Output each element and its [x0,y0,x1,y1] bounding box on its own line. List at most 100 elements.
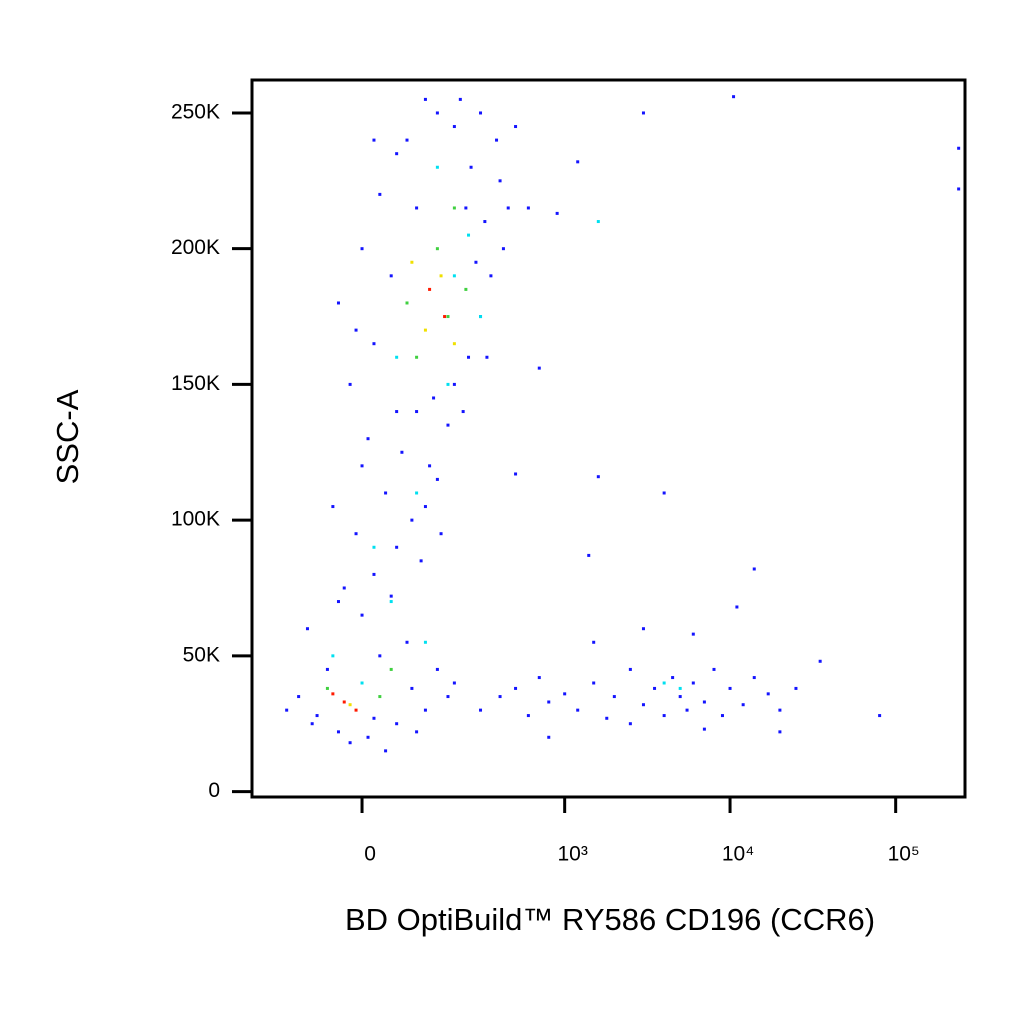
point [752,567,756,571]
point [360,464,364,468]
point [653,686,657,690]
point [372,138,376,142]
point [415,491,419,495]
point [479,315,483,319]
point [423,640,427,644]
point [514,472,518,476]
point [662,681,666,685]
point [735,605,739,609]
x-tick-label: 0 [364,843,376,866]
point [446,315,450,319]
point [732,95,736,99]
point [405,301,409,305]
point [395,152,399,156]
point [366,735,370,739]
point [555,211,559,215]
point [395,355,399,359]
point [878,714,882,718]
point [641,703,645,707]
point [514,125,518,129]
point [395,722,399,726]
point [378,192,382,196]
point [818,659,822,663]
point [315,714,319,718]
point [378,654,382,658]
point [389,667,393,671]
point [720,714,724,718]
point [360,247,364,251]
y-tick-label: 50K [183,643,220,666]
point [310,722,314,726]
point [372,545,376,549]
point [662,714,666,718]
point [354,708,358,712]
point [395,410,399,414]
point [526,206,530,210]
point [423,505,427,509]
point [285,708,289,712]
point [331,692,335,696]
x-tick-label: 10⁵ [888,843,920,866]
point [435,477,439,481]
point [342,700,346,704]
point [405,640,409,644]
point [297,695,301,699]
point [957,187,961,191]
point [778,730,782,734]
point [405,138,409,142]
point [766,692,770,696]
point [691,632,695,636]
point [415,206,419,210]
point [360,613,364,617]
point [354,532,358,536]
point [458,97,462,101]
point [336,600,340,604]
point [467,233,471,237]
point [483,220,487,224]
point [605,716,609,720]
point [423,97,427,101]
point [423,328,427,332]
point [452,681,456,685]
point [372,572,376,576]
point [728,686,732,690]
point [628,667,632,671]
point [336,730,340,734]
point [612,695,616,699]
point [325,667,329,671]
point [336,301,340,305]
point [641,111,645,115]
point [410,518,414,522]
point [372,342,376,346]
point [452,382,456,386]
point [305,627,309,631]
point [678,686,682,690]
x-tick-label: 10⁴ [722,843,754,866]
point [596,220,600,224]
point [547,700,551,704]
point [410,260,414,264]
point [415,730,419,734]
point [415,410,419,414]
point [691,681,695,685]
point [452,206,456,210]
point [348,382,352,386]
point [419,559,423,563]
point [400,450,404,454]
point [452,125,456,129]
point [435,111,439,115]
point [495,138,499,142]
point [469,165,473,169]
point [428,287,432,291]
point [423,708,427,712]
point [378,695,382,699]
point [741,703,745,707]
point [395,545,399,549]
point [702,700,706,704]
point [389,274,393,278]
point [467,355,471,359]
point [439,532,443,536]
point [348,741,352,745]
y-tick-label: 150K [171,372,220,395]
